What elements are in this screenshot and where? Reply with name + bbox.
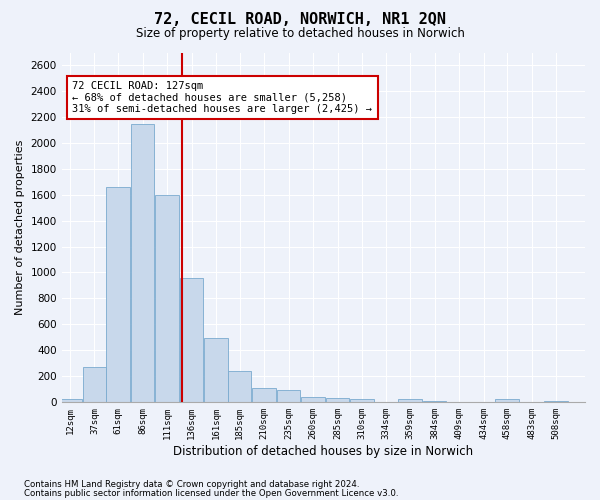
Bar: [277, 390, 301, 402]
Bar: [83, 367, 106, 402]
Bar: [398, 399, 422, 402]
X-axis label: Distribution of detached houses by size in Norwich: Distribution of detached houses by size …: [173, 444, 473, 458]
Bar: [228, 371, 251, 402]
Y-axis label: Number of detached properties: Number of detached properties: [15, 140, 25, 315]
Text: Contains public sector information licensed under the Open Government Licence v3: Contains public sector information licen…: [24, 488, 398, 498]
Text: 72 CECIL ROAD: 127sqm
← 68% of detached houses are smaller (5,258)
31% of semi-d: 72 CECIL ROAD: 127sqm ← 68% of detached …: [73, 81, 373, 114]
Bar: [155, 195, 179, 402]
Text: Contains HM Land Registry data © Crown copyright and database right 2024.: Contains HM Land Registry data © Crown c…: [24, 480, 359, 489]
Text: 72, CECIL ROAD, NORWICH, NR1 2QN: 72, CECIL ROAD, NORWICH, NR1 2QN: [154, 12, 446, 28]
Bar: [180, 278, 203, 402]
Bar: [326, 398, 349, 402]
Bar: [544, 400, 568, 402]
Bar: [204, 338, 228, 402]
Bar: [252, 388, 276, 402]
Bar: [350, 399, 374, 402]
Bar: [106, 187, 130, 402]
Bar: [423, 400, 446, 402]
Bar: [131, 124, 154, 402]
Text: Size of property relative to detached houses in Norwich: Size of property relative to detached ho…: [136, 28, 464, 40]
Bar: [496, 399, 519, 402]
Bar: [58, 399, 82, 402]
Bar: [301, 398, 325, 402]
